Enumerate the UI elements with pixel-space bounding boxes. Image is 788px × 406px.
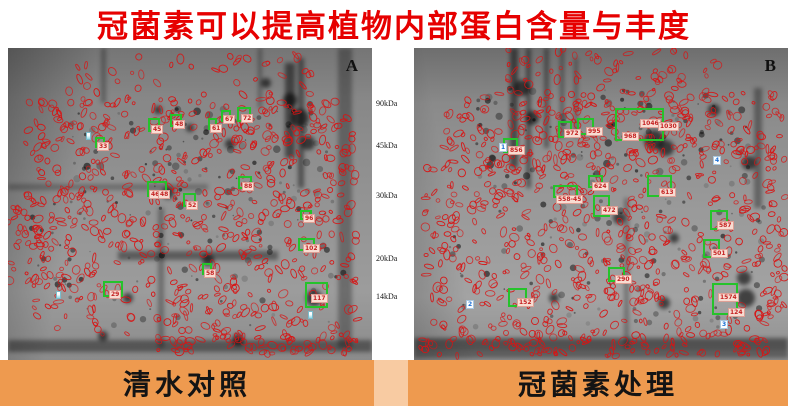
blue-marker-tag: 1 — [499, 143, 508, 152]
caption-bar-control: 清水对照 — [0, 360, 374, 406]
spot-id-label: 587 — [717, 221, 734, 230]
caption-divider — [374, 360, 408, 406]
gel-panel-treated: B 972 995 1046 1030 968 856 624 558-45 613 472 587… — [414, 48, 788, 360]
spot-id-label: 558-45 — [556, 195, 584, 204]
cyan-marker-tick — [56, 291, 61, 299]
spot-id-label: 124 — [728, 308, 745, 317]
spot-id-label: 117 — [311, 294, 328, 303]
mw-marker-30kDa: 30kDa — [376, 191, 398, 200]
spot-id-label: 152 — [517, 298, 534, 307]
caption-control: 清水对照 — [122, 370, 251, 401]
spot-id-label: 67 — [223, 115, 236, 124]
protein-spot-box — [577, 118, 594, 135]
spot-id-label: 52 — [186, 201, 199, 210]
spot-id-label: 72 — [241, 114, 254, 123]
caption-bar-treated: 冠菌素处理 — [408, 360, 788, 406]
slide-title: 冠菌素可以提高植物内部蛋白含量与丰度 — [97, 9, 691, 44]
caption-treated: 冠菌素处理 — [517, 370, 678, 401]
spot-id-label: 624 — [592, 182, 609, 191]
panel-letter-a: A — [345, 56, 358, 75]
spot-id-label: 290 — [615, 275, 632, 284]
spot-id-label: 33 — [97, 142, 110, 151]
molecular-weight-strip: 90kDa 45kDa 30kDa 20kDa 14kDa — [372, 48, 414, 360]
spot-id-label: 58 — [204, 269, 217, 278]
spot-id-label: 1574 — [718, 293, 739, 302]
mw-marker-45kDa: 45kDa — [376, 141, 398, 150]
spot-id-label: 29 — [109, 290, 122, 299]
spot-id-label: 61 — [210, 124, 223, 133]
spot-id-label: 501 — [711, 249, 728, 258]
spot-id-label: 48 — [158, 190, 171, 199]
blue-marker-tag: 4 — [713, 156, 722, 165]
blue-marker-tag: 3 — [720, 320, 729, 329]
spot-id-label: 972 — [564, 129, 581, 138]
mw-marker-90kDa: 90kDa — [376, 99, 398, 108]
cyan-marker-tick — [86, 132, 91, 140]
mw-marker-14kDa: 14kDa — [376, 292, 398, 301]
blue-marker-tag: 2 — [466, 300, 475, 309]
spot-id-label: 968 — [622, 132, 639, 141]
cyan-marker-tick — [308, 311, 313, 319]
spot-id-label: 48 — [173, 120, 186, 129]
spot-id-label: 613 — [659, 188, 676, 197]
spot-id-label: 472 — [601, 206, 618, 215]
spot-id-label: 45 — [151, 125, 164, 134]
spot-id-label: 96 — [303, 214, 316, 223]
spot-id-label: 102 — [303, 244, 320, 253]
gel-panel-control: A 45 48 61 67 72 33 46 48 52 88 96 102 58 29 117 — [8, 48, 372, 360]
spot-id-label: 88 — [242, 182, 255, 191]
panel-letter-b: B — [764, 56, 776, 75]
mw-marker-20kDa: 20kDa — [376, 254, 398, 263]
spot-id-label: 856 — [508, 146, 525, 155]
spot-id-label: 1030 — [658, 122, 679, 131]
spot-id-label: 995 — [586, 127, 603, 136]
